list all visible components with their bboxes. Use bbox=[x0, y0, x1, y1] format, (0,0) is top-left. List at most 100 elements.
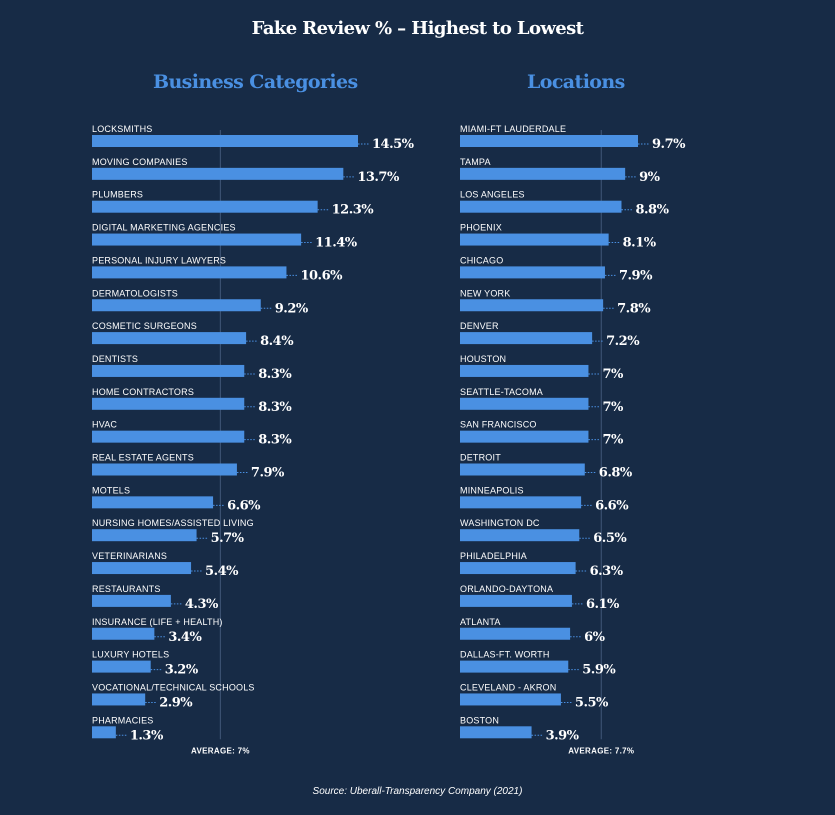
category-value-label: 1.3% bbox=[130, 728, 164, 743]
category-bar bbox=[92, 693, 146, 706]
location-value-label: 7.9% bbox=[619, 268, 653, 283]
category-label: NURSING HOMES/ASSISTED LIVING bbox=[92, 518, 254, 528]
location-value-label: 6.5% bbox=[593, 531, 627, 546]
location-value-label: 5.5% bbox=[575, 695, 609, 710]
location-value-label: 6% bbox=[584, 630, 606, 645]
category-label: HVAC bbox=[92, 420, 117, 430]
page-title: Fake Review % – Highest to Lowest bbox=[251, 18, 584, 39]
location-bar bbox=[460, 463, 585, 476]
location-label: NEW YORK bbox=[460, 288, 510, 298]
category-value-label: 6.6% bbox=[227, 498, 261, 513]
category-value-label: 5.4% bbox=[205, 564, 239, 579]
category-bar bbox=[92, 364, 245, 377]
location-value-label: 8.1% bbox=[623, 236, 657, 251]
location-label: CLEVELAND - AKRON bbox=[460, 682, 556, 692]
category-bar bbox=[92, 660, 151, 673]
category-value-label: 13.7% bbox=[357, 170, 400, 185]
category-bar bbox=[92, 562, 192, 575]
category-label: MOVING COMPANIES bbox=[92, 157, 188, 167]
location-bar bbox=[460, 332, 593, 345]
category-bar bbox=[92, 200, 318, 213]
location-label: DENVER bbox=[460, 321, 499, 331]
category-value-label: 3.4% bbox=[168, 630, 202, 645]
location-bar bbox=[460, 562, 576, 575]
location-bar bbox=[460, 233, 609, 246]
category-label: PERSONAL INJURY LAWYERS bbox=[92, 255, 226, 265]
location-label: BOSTON bbox=[460, 715, 499, 725]
category-bar bbox=[92, 233, 302, 246]
location-value-label: 3.9% bbox=[546, 728, 580, 743]
business-categories-title: Business Categories bbox=[153, 71, 358, 93]
category-label: INSURANCE (LIFE + HEALTH) bbox=[92, 617, 223, 627]
category-value-label: 7.9% bbox=[251, 466, 285, 481]
location-bar bbox=[460, 529, 580, 542]
location-label: SEATTLE-TACOMA bbox=[460, 387, 543, 397]
category-bar bbox=[92, 332, 247, 345]
location-value-label: 6.3% bbox=[590, 564, 624, 579]
category-bar bbox=[92, 430, 245, 443]
category-label: RESTAURANTS bbox=[92, 584, 161, 594]
category-bar bbox=[92, 529, 197, 542]
location-bar bbox=[460, 397, 589, 410]
location-bar bbox=[460, 594, 572, 607]
location-label: MIAMI-FT LAUDERDALE bbox=[460, 124, 566, 134]
category-bar bbox=[92, 167, 344, 180]
category-label: HOME CONTRACTORS bbox=[92, 387, 194, 397]
location-bar bbox=[460, 200, 622, 213]
location-label: WASHINGTON DC bbox=[460, 518, 540, 528]
category-value-label: 12.3% bbox=[332, 203, 375, 218]
category-bar bbox=[92, 627, 155, 640]
location-label: DALLAS-FT. WORTH bbox=[460, 650, 550, 660]
source-note: Source: Uberall-Transparency Company (20… bbox=[312, 786, 523, 797]
category-value-label: 8.3% bbox=[258, 400, 292, 415]
category-bar bbox=[92, 266, 287, 279]
location-value-label: 7% bbox=[602, 367, 624, 382]
location-bar bbox=[460, 660, 569, 673]
location-bar bbox=[460, 266, 605, 279]
location-value-label: 8.8% bbox=[635, 203, 669, 218]
location-value-label: 9% bbox=[639, 170, 661, 185]
location-bar bbox=[460, 364, 589, 377]
location-label: SAN FRANCISCO bbox=[460, 420, 537, 430]
category-label: PHARMACIES bbox=[92, 715, 154, 725]
location-value-label: 7% bbox=[602, 400, 624, 415]
location-bar bbox=[460, 135, 638, 147]
category-bar bbox=[92, 594, 171, 607]
category-value-label: 8.3% bbox=[258, 433, 292, 448]
category-value-label: 8.3% bbox=[258, 367, 292, 382]
location-value-label: 7.8% bbox=[617, 301, 651, 316]
location-value-label: 7% bbox=[602, 433, 624, 448]
category-value-label: 2.9% bbox=[159, 695, 193, 710]
location-bar bbox=[460, 693, 561, 706]
location-value-label: 6.1% bbox=[586, 597, 620, 612]
location-label: MINNEAPOLIS bbox=[460, 485, 524, 495]
location-label: PHILADELPHIA bbox=[460, 551, 527, 561]
category-bar bbox=[92, 726, 116, 739]
location-bar bbox=[460, 627, 571, 640]
category-value-label: 3.2% bbox=[165, 663, 199, 678]
location-label: ORLANDO-DAYTONA bbox=[460, 584, 553, 594]
category-label: MOTELS bbox=[92, 485, 130, 495]
location-label: CHICAGO bbox=[460, 255, 503, 265]
category-value-label: 14.5% bbox=[372, 137, 415, 152]
location-value-label: 6.8% bbox=[599, 466, 633, 481]
category-label: REAL ESTATE AGENTS bbox=[92, 453, 194, 463]
category-label: VOCATIONAL/TECHNICAL SCHOOLS bbox=[92, 682, 255, 692]
category-bar bbox=[92, 463, 237, 476]
location-bar bbox=[460, 167, 626, 180]
category-label: DIGITAL MARKETING AGENCIES bbox=[92, 223, 236, 233]
location-bar bbox=[460, 430, 589, 443]
category-bar bbox=[92, 397, 245, 410]
category-label: COSMETIC SURGEONS bbox=[92, 321, 197, 331]
category-value-label: 10.6% bbox=[300, 268, 343, 283]
category-label: PLUMBERS bbox=[92, 190, 143, 200]
category-value-label: 8.4% bbox=[260, 334, 294, 349]
location-bar bbox=[460, 726, 532, 739]
category-value-label: 4.3% bbox=[185, 597, 219, 612]
location-value-label: 6.6% bbox=[595, 498, 629, 513]
location-average-label: AVERAGE: 7.7% bbox=[568, 746, 634, 755]
location-value-label: 7.2% bbox=[606, 334, 640, 349]
location-label: TAMPA bbox=[460, 157, 491, 167]
location-bar bbox=[460, 496, 582, 509]
